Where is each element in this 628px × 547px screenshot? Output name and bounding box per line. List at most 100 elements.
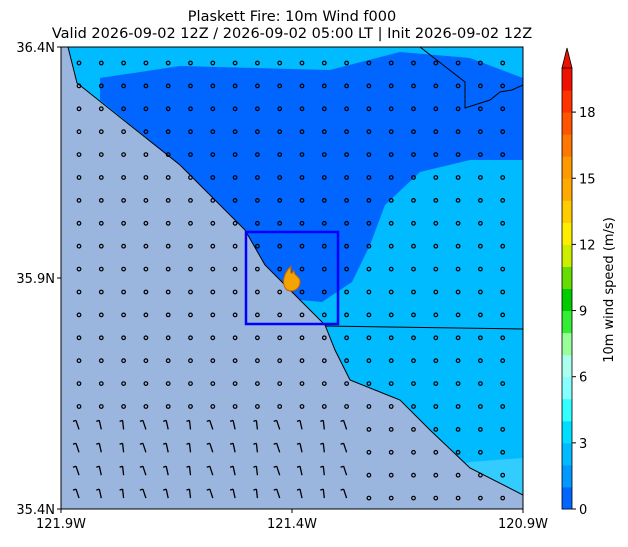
calm-marker	[299, 152, 305, 158]
calm-marker	[500, 60, 506, 66]
calm-marker	[478, 106, 483, 112]
wind-barb	[299, 488, 303, 499]
wind-barb	[142, 465, 147, 476]
calm-marker	[121, 197, 126, 203]
calm-marker	[388, 404, 394, 409]
calm-marker	[232, 381, 238, 387]
wind-barb	[342, 443, 348, 453]
calm-marker	[143, 381, 149, 387]
wind-barb	[186, 442, 190, 445]
calm-marker	[76, 129, 82, 135]
calm-marker	[433, 60, 439, 66]
wind-barb	[119, 442, 123, 445]
calm-marker	[143, 83, 149, 89]
calm-marker	[210, 129, 216, 135]
calm-marker	[433, 129, 439, 135]
calm-marker	[299, 404, 305, 409]
calm-marker	[143, 220, 149, 226]
calm-marker	[143, 243, 149, 249]
calm-marker	[143, 129, 149, 135]
calm-marker	[366, 495, 372, 501]
calm-marker	[277, 312, 283, 318]
wind-barb	[342, 465, 348, 476]
calm-marker	[411, 312, 416, 318]
calm-marker	[165, 289, 171, 295]
calm-marker	[254, 60, 260, 66]
calm-marker	[165, 83, 171, 89]
wind-barb	[342, 488, 348, 499]
calm-marker	[299, 335, 305, 341]
wind-barb	[72, 442, 77, 445]
calm-marker	[366, 106, 372, 112]
calm-marker	[344, 335, 350, 341]
calm-marker	[277, 175, 283, 180]
wind-barb	[206, 419, 211, 423]
calm-marker	[478, 175, 483, 180]
calm-marker	[188, 220, 193, 226]
calm-marker	[366, 266, 372, 272]
wind-barb	[98, 420, 102, 430]
calm-marker	[344, 266, 350, 272]
county-line	[419, 47, 523, 109]
calm-marker	[165, 220, 171, 226]
calm-marker	[411, 289, 416, 295]
calm-marker	[277, 381, 283, 387]
calm-marker	[455, 312, 461, 318]
calm-marker	[388, 495, 394, 501]
wind-barb	[296, 465, 301, 468]
calm-marker	[478, 266, 483, 272]
calm-marker	[210, 197, 216, 203]
calm-marker	[388, 220, 394, 226]
calm-marker	[254, 220, 260, 226]
wind-barb	[72, 465, 77, 468]
calm-marker	[388, 129, 394, 135]
colorbar-band	[562, 222, 572, 245]
calm-marker	[299, 312, 305, 318]
wind-barb	[165, 488, 169, 499]
calm-marker	[478, 312, 483, 318]
calm-marker	[344, 312, 350, 318]
calm-marker	[188, 404, 193, 409]
calm-marker	[366, 404, 372, 409]
calm-marker	[188, 129, 193, 135]
colorbar-band	[562, 376, 572, 400]
calm-marker	[388, 472, 394, 478]
calm-marker	[98, 197, 104, 203]
calm-marker	[455, 289, 461, 295]
calm-marker	[455, 175, 461, 180]
calm-marker	[188, 312, 193, 318]
calm-marker	[254, 289, 260, 295]
calm-marker	[210, 404, 216, 409]
wind-barb	[139, 465, 144, 468]
wind-barb	[299, 466, 303, 476]
calm-marker	[478, 197, 483, 203]
wind-barb	[188, 466, 192, 476]
calm-marker	[344, 220, 350, 226]
calm-marker	[98, 312, 104, 318]
calm-marker	[433, 197, 439, 203]
calm-marker	[188, 266, 193, 272]
calm-marker	[321, 220, 327, 226]
wind-barb	[142, 420, 147, 430]
calm-marker	[478, 60, 483, 66]
calm-marker	[98, 404, 104, 409]
calm-marker	[254, 335, 260, 341]
calm-marker	[188, 243, 193, 249]
wind-barb	[296, 419, 301, 423]
calm-marker	[277, 358, 283, 364]
calm-marker	[366, 472, 372, 478]
wind-barb	[165, 420, 169, 430]
calm-marker	[388, 83, 394, 89]
calm-marker	[411, 427, 416, 432]
calm-marker	[411, 83, 416, 89]
calm-marker	[388, 449, 394, 455]
calm-marker	[121, 175, 126, 180]
wind-barb	[255, 466, 259, 476]
calm-marker	[321, 175, 327, 180]
wind-barb	[322, 420, 325, 430]
calm-marker	[76, 243, 82, 249]
wind-barb	[162, 465, 167, 468]
wind-barb	[253, 465, 257, 468]
title: Plaskett Fire: 10m Wind f000	[188, 9, 396, 25]
calm-marker	[478, 495, 483, 501]
